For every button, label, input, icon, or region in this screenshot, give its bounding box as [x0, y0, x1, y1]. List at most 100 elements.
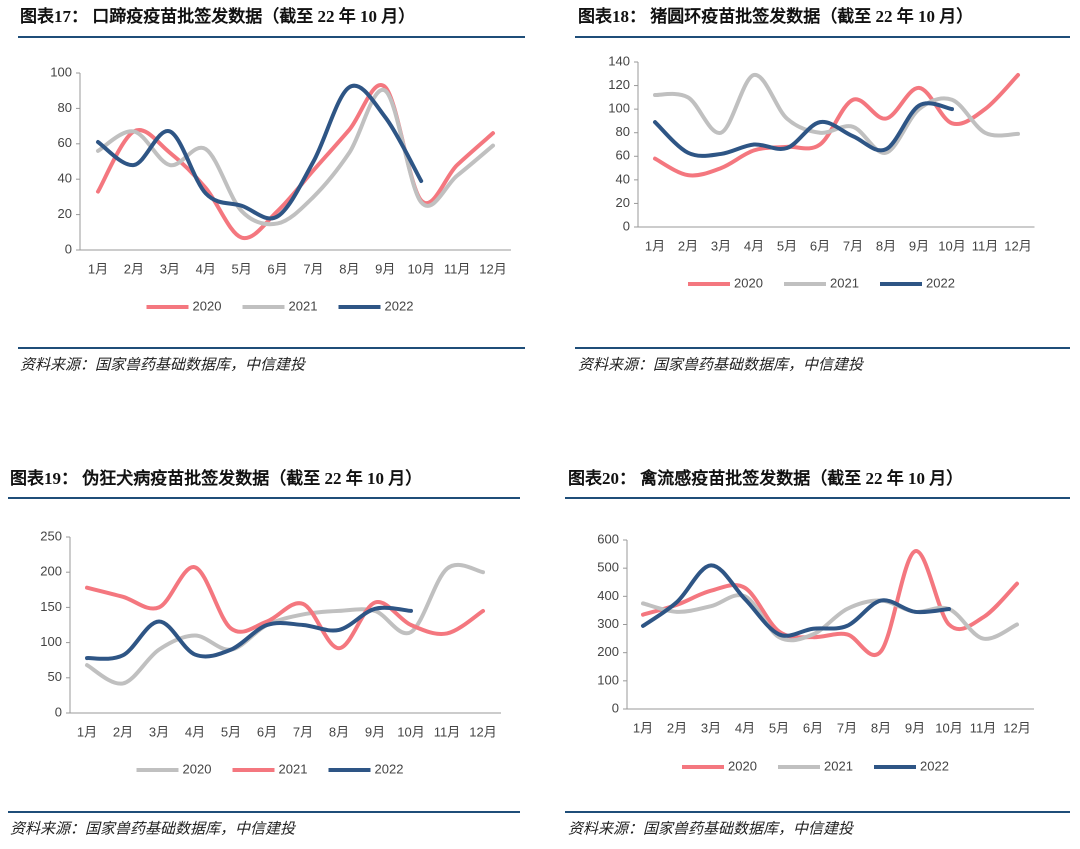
y-tick-label: 20	[616, 195, 630, 210]
series-line	[641, 549, 1019, 657]
x-tick-label: 8月	[339, 261, 359, 276]
series-line	[96, 87, 495, 227]
y-tick-label: 100	[50, 64, 72, 79]
y-tick-label: 600	[597, 531, 619, 546]
x-tick-label: 10月	[938, 238, 965, 253]
series-line	[641, 563, 951, 638]
legend-label: 2021	[279, 761, 308, 776]
x-tick-label: 9月	[375, 261, 395, 276]
y-tick-label: 60	[58, 135, 72, 150]
x-tick-label: 5月	[769, 720, 789, 735]
x-tick-label: 9月	[909, 238, 929, 253]
source-note: 资料来源：国家兽药基础数据库，中信建投	[20, 356, 307, 373]
x-tick-label: 3月	[701, 720, 721, 735]
y-tick-label: 150	[40, 599, 62, 614]
x-tick-label: 5月	[221, 724, 241, 739]
series-line	[85, 562, 485, 686]
y-tick-label: 50	[48, 669, 62, 684]
x-tick-label: 2月	[678, 238, 698, 253]
x-tick-label: 1月	[645, 238, 665, 253]
x-tick-label: 4月	[735, 720, 755, 735]
x-tick-label: 12月	[1004, 238, 1031, 253]
x-tick-label: 7月	[293, 724, 313, 739]
y-tick-label: 300	[597, 616, 619, 631]
legend-label: 2022	[926, 275, 955, 290]
x-tick-label: 3月	[160, 261, 180, 276]
x-tick-label: 12月	[479, 261, 506, 276]
x-tick-label: 7月	[837, 720, 857, 735]
series-line	[653, 72, 1020, 155]
x-tick-label: 5月	[232, 261, 252, 276]
legend-label: 2022	[385, 298, 414, 313]
source-note: 资料来源：国家兽药基础数据库，中信建投	[568, 820, 855, 837]
x-tick-label: 2月	[113, 724, 133, 739]
chart-title: 图表17： 口蹄疫疫苗批签发数据（截至 22 年 10 月）	[20, 6, 415, 26]
x-tick-label: 8月	[329, 724, 349, 739]
y-tick-label: 40	[58, 171, 72, 186]
y-tick-label: 100	[597, 672, 619, 687]
y-tick-label: 80	[58, 100, 72, 115]
y-tick-label: 60	[616, 148, 630, 163]
y-tick-label: 140	[608, 53, 630, 68]
y-tick-label: 100	[40, 634, 62, 649]
x-tick-label: 12月	[1003, 720, 1030, 735]
source-note: 资料来源：国家兽药基础数据库，中信建投	[10, 820, 297, 837]
legend-label: 2022	[920, 758, 949, 773]
chart-title: 图表20： 禽流感疫苗批签发数据（截至 22 年 10 月）	[568, 468, 963, 488]
source-note: 资料来源：国家兽药基础数据库，中信建投	[578, 356, 865, 373]
legend-label: 2020	[728, 758, 757, 773]
x-tick-label: 2月	[667, 720, 687, 735]
chart-title: 图表19： 伪狂犬病疫苗批签发数据（截至 22 年 10 月）	[10, 468, 422, 488]
x-tick-label: 6月	[257, 724, 277, 739]
y-tick-label: 250	[40, 528, 62, 543]
x-tick-label: 5月	[777, 238, 797, 253]
x-tick-label: 3月	[711, 238, 731, 253]
y-tick-label: 0	[55, 704, 62, 719]
x-tick-label: 4月	[196, 261, 216, 276]
x-tick-label: 12月	[469, 724, 496, 739]
series-line	[653, 101, 954, 158]
y-tick-label: 120	[608, 77, 630, 92]
x-tick-label: 9月	[365, 724, 385, 739]
legend-label: 2022	[375, 761, 404, 776]
legend-label: 2021	[289, 298, 318, 313]
y-tick-label: 40	[616, 171, 630, 186]
y-tick-label: 0	[623, 218, 630, 233]
x-tick-label: 6月	[803, 720, 823, 735]
x-tick-label: 10月	[407, 261, 434, 276]
x-tick-label: 4月	[185, 724, 205, 739]
x-tick-label: 11月	[444, 261, 471, 276]
x-tick-label: 2月	[124, 261, 144, 276]
x-tick-label: 11月	[434, 724, 461, 739]
x-tick-label: 10月	[935, 720, 962, 735]
x-tick-label: 6月	[267, 261, 287, 276]
x-tick-label: 6月	[810, 238, 830, 253]
y-tick-label: 20	[58, 206, 72, 221]
y-tick-label: 200	[40, 564, 62, 579]
legend-label: 2020	[193, 298, 222, 313]
x-tick-label: 4月	[744, 238, 764, 253]
x-tick-label: 10月	[397, 724, 424, 739]
series-line	[653, 72, 1020, 178]
legend-label: 2021	[830, 275, 859, 290]
x-tick-label: 11月	[970, 720, 997, 735]
chart-title: 图表18： 猪圆环疫苗批签发数据（截至 22 年 10 月）	[578, 6, 973, 26]
series-line	[96, 83, 424, 221]
y-tick-label: 500	[597, 560, 619, 575]
y-tick-label: 400	[597, 588, 619, 603]
x-tick-label: 9月	[905, 720, 925, 735]
legend-label: 2021	[824, 758, 853, 773]
x-tick-label: 8月	[871, 720, 891, 735]
x-tick-label: 1月	[77, 724, 97, 739]
y-tick-label: 0	[612, 700, 619, 715]
x-tick-label: 7月	[843, 238, 863, 253]
series-line	[85, 605, 413, 661]
x-tick-label: 7月	[303, 261, 323, 276]
series-line	[85, 565, 485, 651]
x-tick-label: 1月	[88, 261, 108, 276]
legend-label: 2020	[734, 275, 763, 290]
y-tick-label: 100	[608, 101, 630, 116]
y-tick-label: 0	[65, 241, 72, 256]
x-tick-label: 1月	[633, 720, 653, 735]
